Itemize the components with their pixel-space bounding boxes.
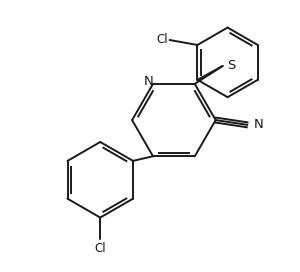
Text: N: N [254, 118, 264, 131]
Text: S: S [228, 60, 236, 72]
Text: N: N [144, 75, 154, 88]
Text: Cl: Cl [94, 242, 106, 255]
Text: Cl: Cl [156, 33, 168, 47]
